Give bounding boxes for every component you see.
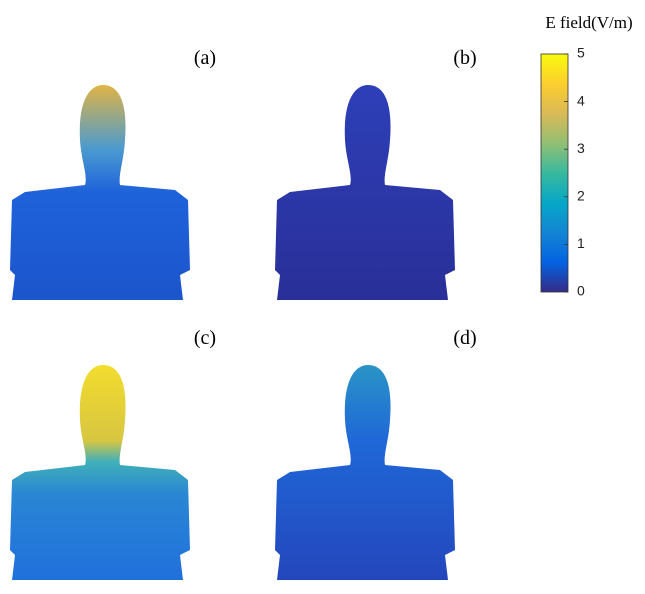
panel-label: (b) bbox=[453, 47, 476, 69]
page: (a) (b) (c) (d) E field(V/m) 012345 (() … bbox=[0, 0, 645, 594]
tick-label: 1 bbox=[577, 235, 585, 251]
body-map bbox=[275, 85, 455, 300]
body-map bbox=[10, 85, 190, 300]
tick-label: 2 bbox=[577, 188, 585, 204]
panel-label: (a) bbox=[194, 47, 216, 69]
panel-label: (d) bbox=[453, 327, 476, 349]
tick-label: 5 bbox=[577, 45, 585, 61]
tick-label: 4 bbox=[577, 92, 585, 108]
tick-label: 3 bbox=[577, 140, 585, 156]
figure: (a) (b) (c) (d) E field(V/m) 0 1 2 3 4 5 bbox=[0, 0, 645, 594]
body-map bbox=[10, 365, 190, 580]
colorbar-title: E field(V/m) bbox=[545, 13, 632, 32]
panel-label: (c) bbox=[194, 327, 216, 349]
tick-label: 0 bbox=[577, 283, 585, 299]
body-map bbox=[275, 365, 455, 580]
colorbar bbox=[541, 54, 568, 292]
